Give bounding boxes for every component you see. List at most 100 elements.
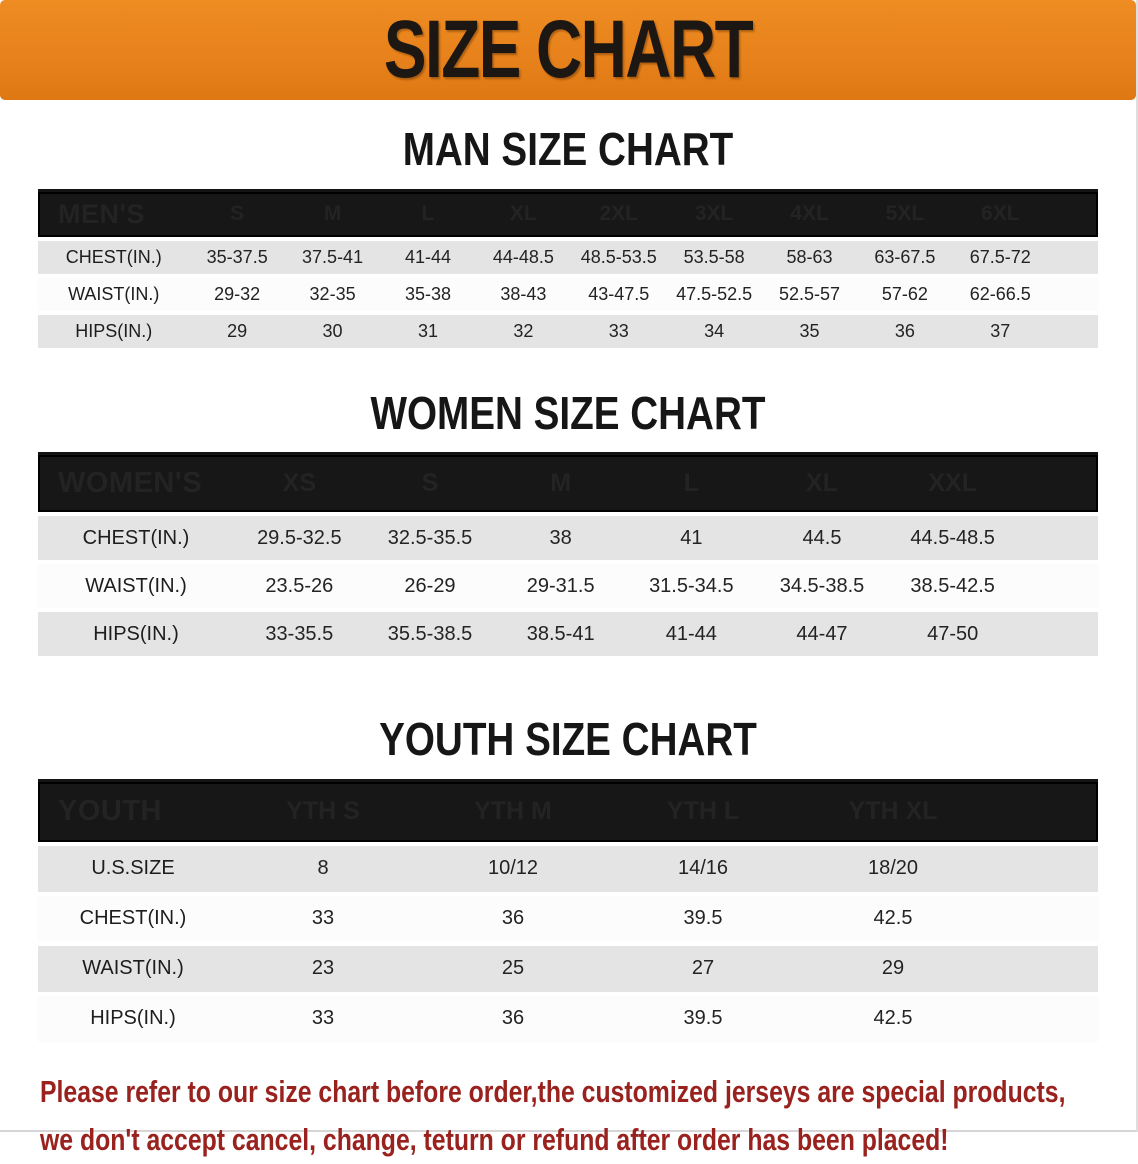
size-value: 34 xyxy=(704,320,725,341)
size-value: 38 xyxy=(549,526,572,549)
row-label: HIPS(IN.) xyxy=(93,622,179,645)
size-value: 33 xyxy=(311,907,335,930)
size-value: 35-37.5 xyxy=(206,246,268,267)
size-value: 29-32 xyxy=(214,283,261,304)
youth-group-label: YOUTH xyxy=(58,795,162,828)
size-value: 14/16 xyxy=(677,857,729,880)
size-value: 41-44 xyxy=(404,246,451,267)
size-value: 44.5-48.5 xyxy=(910,526,995,549)
women-chest-row: CHEST(IN.) 29.5-32.5 32.5-35.5 38 41 44.… xyxy=(38,516,1098,561)
size-column-header: YTH XL xyxy=(848,797,938,826)
size-column-header: L xyxy=(683,469,699,498)
size-value: 32.5-35.5 xyxy=(387,526,473,549)
men-waist-row: WAIST(IN.) 29-32 32-35 35-38 38-43 43-47… xyxy=(38,277,1098,311)
size-value: 29-31.5 xyxy=(526,574,595,597)
women-group-label: WOMEN'S xyxy=(58,467,203,500)
size-value: 38.5-42.5 xyxy=(910,574,995,597)
row-label: WAIST(IN.) xyxy=(85,574,187,597)
size-column-header: S xyxy=(230,202,245,226)
youth-size-table: YOUTH YTH S YTH M YTH L YTH XL U.S.SIZE … xyxy=(38,778,1098,1042)
size-column-header: 3XL xyxy=(694,202,734,226)
row-label: CHEST(IN.) xyxy=(82,526,190,549)
size-column-header: 5XL xyxy=(885,202,925,226)
men-table-header-row: MEN'S S M L XL 2XL 3XL 4XL 5XL 6XL xyxy=(38,191,1098,237)
row-label: U.S.SIZE xyxy=(91,857,175,880)
size-value: 35-38 xyxy=(404,283,451,304)
size-value: 18/20 xyxy=(867,857,919,880)
youth-ussize-row: U.S.SIZE 8 10/12 14/16 18/20 xyxy=(38,845,1098,892)
row-label: CHEST(IN.) xyxy=(65,246,162,267)
men-hips-row: HIPS(IN.) 29 30 31 32 33 34 35 36 37 xyxy=(38,314,1098,348)
size-value: 67.5-72 xyxy=(969,246,1031,267)
size-column-header: YTH L xyxy=(666,797,740,826)
size-value: 10/12 xyxy=(487,857,539,880)
size-value: 42.5 xyxy=(873,1007,913,1030)
size-value: 35.5-38.5 xyxy=(387,622,473,645)
women-size-table: WOMEN'S XS S M L XL XXL CHEST(IN.) 29.5-… xyxy=(38,452,1098,657)
size-value: 32 xyxy=(513,320,534,341)
size-value: 29.5-32.5 xyxy=(257,526,342,549)
size-column-header: 4XL xyxy=(790,202,829,226)
size-value: 44-48.5 xyxy=(492,246,554,267)
row-label: WAIST(IN.) xyxy=(68,283,160,304)
size-value: 30 xyxy=(322,320,343,341)
women-hips-row: HIPS(IN.) 33-35.5 35.5-38.5 38.5-41 41-4… xyxy=(38,612,1098,657)
size-value: 33-35.5 xyxy=(265,622,334,645)
size-value: 44-47 xyxy=(796,622,848,645)
size-value: 26-29 xyxy=(404,574,456,597)
youth-section-title: YOUTH SIZE CHART xyxy=(379,713,757,766)
disclaimer-line-2: we don't accept cancel, change, teturn o… xyxy=(40,1121,949,1157)
size-column-header: M xyxy=(550,469,572,498)
size-value: 31 xyxy=(417,320,438,341)
size-column-header: 2XL xyxy=(599,202,638,226)
size-column-header: M xyxy=(323,202,342,226)
size-value: 47.5-52.5 xyxy=(676,283,753,304)
size-value: 36 xyxy=(894,320,915,341)
row-label: WAIST(IN.) xyxy=(82,957,184,980)
size-value: 53.5-58 xyxy=(683,246,745,267)
size-value: 41-44 xyxy=(665,622,717,645)
size-value: 29 xyxy=(881,957,905,980)
row-label: HIPS(IN.) xyxy=(75,320,153,341)
size-column-header: XL xyxy=(806,469,838,498)
size-value: 58-63 xyxy=(786,246,833,267)
size-value: 44.5 xyxy=(802,526,842,549)
youth-table-header-row: YOUTH YTH S YTH M YTH L YTH XL xyxy=(38,781,1098,842)
size-column-header: L xyxy=(421,202,435,226)
row-label: CHEST(IN.) xyxy=(79,907,187,930)
size-value: 23.5-26 xyxy=(265,574,334,597)
size-column-header: S xyxy=(421,469,439,498)
banner: SIZE CHART xyxy=(0,0,1136,100)
row-label: HIPS(IN.) xyxy=(90,1007,176,1030)
size-value: 48.5-53.5 xyxy=(580,246,657,267)
size-column-header: 6XL xyxy=(981,202,1020,226)
size-value: 39.5 xyxy=(683,907,723,930)
women-section-title: WOMEN SIZE CHART xyxy=(370,386,766,439)
size-value: 43-47.5 xyxy=(588,283,650,304)
size-value: 37 xyxy=(990,320,1011,341)
size-column-header: YTH S xyxy=(286,797,360,826)
women-waist-row: WAIST(IN.) 23.5-26 26-29 29-31.5 31.5-34… xyxy=(38,564,1098,609)
size-value: 41 xyxy=(680,526,703,549)
size-value: 35 xyxy=(799,320,820,341)
size-value: 8 xyxy=(317,857,329,880)
size-value: 39.5 xyxy=(683,1007,723,1030)
size-column-header: XXL xyxy=(928,469,977,498)
size-value: 52.5-57 xyxy=(778,283,841,304)
size-value: 29 xyxy=(227,320,248,341)
size-value: 63-67.5 xyxy=(874,246,936,267)
size-value: 25 xyxy=(501,957,525,980)
size-value: 31.5-34.5 xyxy=(649,574,734,597)
size-value: 34.5-38.5 xyxy=(779,574,865,597)
size-column-header: YTH M xyxy=(474,797,552,826)
size-value: 36 xyxy=(501,1007,525,1030)
youth-hips-row: HIPS(IN.) 33 36 39.5 42.5 xyxy=(38,995,1098,1042)
size-value: 42.5 xyxy=(873,907,913,930)
women-table-header-row: WOMEN'S XS S M L XL XXL xyxy=(38,455,1098,513)
size-value: 32-35 xyxy=(309,283,356,304)
size-value: 62-66.5 xyxy=(969,283,1031,304)
youth-chest-row: CHEST(IN.) 33 36 39.5 42.5 xyxy=(38,895,1098,942)
youth-waist-row: WAIST(IN.) 23 25 27 29 xyxy=(38,945,1098,992)
size-value: 36 xyxy=(501,907,525,930)
